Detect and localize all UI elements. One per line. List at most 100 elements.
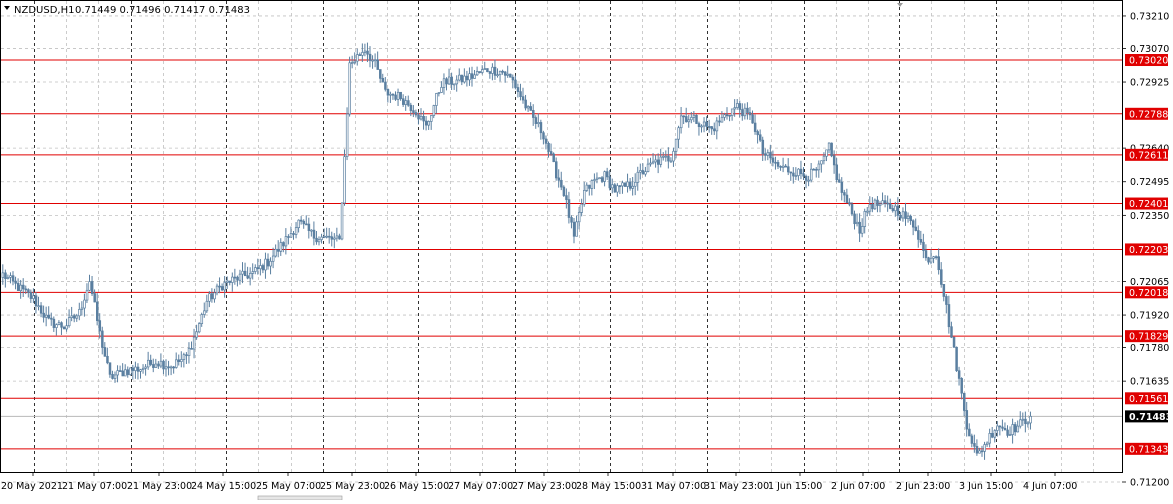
candle-body <box>557 177 561 181</box>
candle-body <box>453 83 456 86</box>
candle-body <box>927 257 930 263</box>
y-tick-label: 0.71920 <box>1130 311 1169 322</box>
y-tick-label: 0.72065 <box>1130 277 1169 288</box>
level-price-box <box>1125 243 1168 256</box>
candle-body <box>353 60 357 63</box>
candle-body <box>886 202 889 205</box>
candle-body <box>297 219 300 228</box>
candle-body <box>134 366 137 371</box>
y-tick-label: 0.71200 <box>1130 478 1169 489</box>
candle-body <box>1 272 5 278</box>
candle-body <box>713 128 716 132</box>
candle-body <box>198 323 201 333</box>
candle-body <box>628 181 632 189</box>
candle-body <box>154 363 158 368</box>
candle-body <box>623 182 627 187</box>
candle-body <box>718 120 721 123</box>
candle-body <box>572 221 576 237</box>
candle-body <box>580 203 583 213</box>
candle-body <box>256 267 260 270</box>
candle-body <box>634 181 637 187</box>
candle-layer <box>1 42 1032 460</box>
candle-body <box>496 74 499 77</box>
candle-body <box>373 59 377 62</box>
candle-body <box>832 155 836 166</box>
candle-body <box>468 73 471 81</box>
candle-body <box>292 233 295 235</box>
candle-body <box>317 239 321 243</box>
candle-body <box>200 314 204 324</box>
candle-body <box>136 366 140 372</box>
candle-body <box>208 293 211 302</box>
candle-body <box>965 410 969 430</box>
candle-body <box>501 70 504 73</box>
candle-body <box>595 177 599 180</box>
candle-body <box>526 106 530 109</box>
candle-body <box>118 370 122 372</box>
candle-body <box>809 168 813 181</box>
candle-body <box>506 73 510 76</box>
candle-body <box>75 315 79 319</box>
candle-body <box>843 192 846 196</box>
candle-body <box>80 307 84 310</box>
candle-body <box>1013 424 1017 433</box>
y-tick-label: 0.73210 <box>1130 11 1169 22</box>
candle-body <box>103 347 107 357</box>
candle-body <box>827 142 831 151</box>
candle-body <box>22 284 25 290</box>
candle-body <box>519 91 522 97</box>
candle-body <box>901 211 905 219</box>
candle-body <box>493 66 497 76</box>
candle-body <box>491 66 494 74</box>
candle-body <box>830 142 833 157</box>
candle-body <box>24 288 28 291</box>
level-price-label: 0.73020 <box>1129 56 1168 67</box>
candle-body <box>106 355 109 364</box>
candle-body <box>988 432 991 444</box>
candle-body <box>715 120 719 132</box>
candle-body <box>970 435 974 444</box>
candle-body <box>294 227 298 235</box>
candle-body <box>62 326 66 330</box>
candle-body <box>978 450 981 454</box>
candle-body <box>340 202 344 240</box>
candle-body <box>784 165 787 168</box>
candle-body <box>529 106 532 111</box>
candle-body <box>710 126 714 130</box>
candle-body <box>475 71 479 76</box>
candle-body <box>356 54 359 62</box>
candle-body <box>351 62 354 64</box>
candle-body <box>883 200 887 204</box>
level-price-label: 0.71343 <box>1129 444 1168 455</box>
candle-body <box>458 74 461 81</box>
candle-body <box>180 359 183 362</box>
candle-body <box>702 121 706 127</box>
candle-body <box>641 170 645 175</box>
candle-body <box>315 237 318 243</box>
candle-body <box>1019 419 1022 427</box>
dropdown-arrow-icon[interactable] <box>4 6 10 10</box>
candle-body <box>687 119 691 123</box>
candle-body <box>450 76 453 85</box>
candle-body <box>945 296 948 305</box>
chart-shift-marker[interactable] <box>897 3 903 7</box>
candle-body <box>873 199 877 210</box>
candle-body <box>608 176 612 189</box>
candle-body <box>812 168 816 171</box>
bottom-scrollbar-tab[interactable] <box>257 495 343 501</box>
candle-body <box>312 229 316 239</box>
candle-body <box>192 336 196 350</box>
candle-body <box>361 52 364 56</box>
candle-body <box>32 295 35 299</box>
candle-body <box>697 123 701 127</box>
candle-body <box>753 122 757 132</box>
x-tick-label: 27 May 07:00 <box>448 481 513 492</box>
candle-body <box>667 155 670 162</box>
candle-body <box>1016 425 1020 433</box>
level-price-box <box>1125 148 1168 161</box>
candle-body <box>797 168 800 176</box>
candle-body <box>876 199 879 206</box>
candle-body <box>1026 422 1030 425</box>
